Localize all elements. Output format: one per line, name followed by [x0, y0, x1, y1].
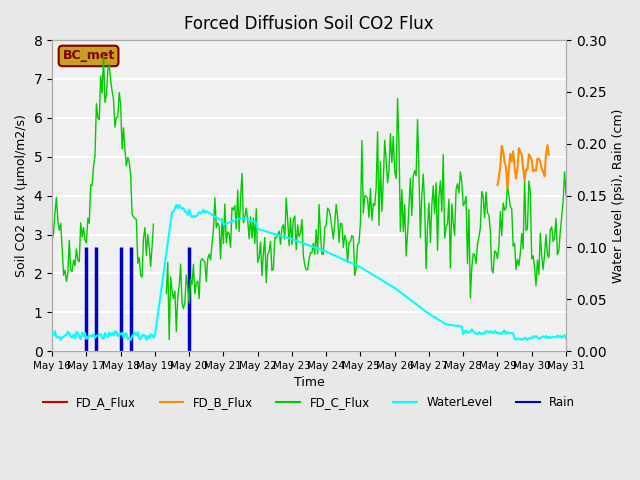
Legend: FD_A_Flux, FD_B_Flux, FD_C_Flux, WaterLevel, Rain: FD_A_Flux, FD_B_Flux, FD_C_Flux, WaterLe… [38, 391, 580, 414]
Text: BC_met: BC_met [63, 49, 115, 62]
Title: Forced Diffusion Soil CO2 Flux: Forced Diffusion Soil CO2 Flux [184, 15, 434, 33]
X-axis label: Time: Time [294, 376, 324, 389]
Y-axis label: Soil CO2 Flux (μmol/m2/s): Soil CO2 Flux (μmol/m2/s) [15, 114, 28, 277]
Y-axis label: Water Level (psi), Rain (cm): Water Level (psi), Rain (cm) [612, 108, 625, 283]
